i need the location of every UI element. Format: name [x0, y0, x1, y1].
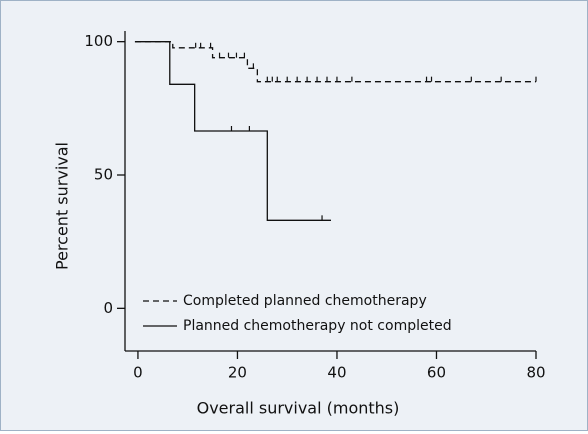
- legend-label: Planned chemotherapy not completed: [183, 318, 452, 334]
- survival-curve: [134, 41, 331, 221]
- y-tick-label: 0: [103, 299, 113, 317]
- x-axis-label: Overall survival (months): [197, 399, 400, 418]
- y-axis-label: Percent survival: [53, 142, 72, 270]
- y-tick-label: 100: [84, 32, 113, 50]
- y-tick-label: 50: [94, 166, 113, 184]
- x-tick-label: 80: [526, 364, 545, 382]
- legend-label: Completed planned chemotherapy: [183, 293, 427, 309]
- x-tick-label: 0: [133, 364, 143, 382]
- x-tick-label: 40: [327, 364, 346, 382]
- x-tick-label: 20: [228, 364, 247, 382]
- survival-curve: [134, 41, 536, 83]
- x-tick-label: 60: [427, 364, 446, 382]
